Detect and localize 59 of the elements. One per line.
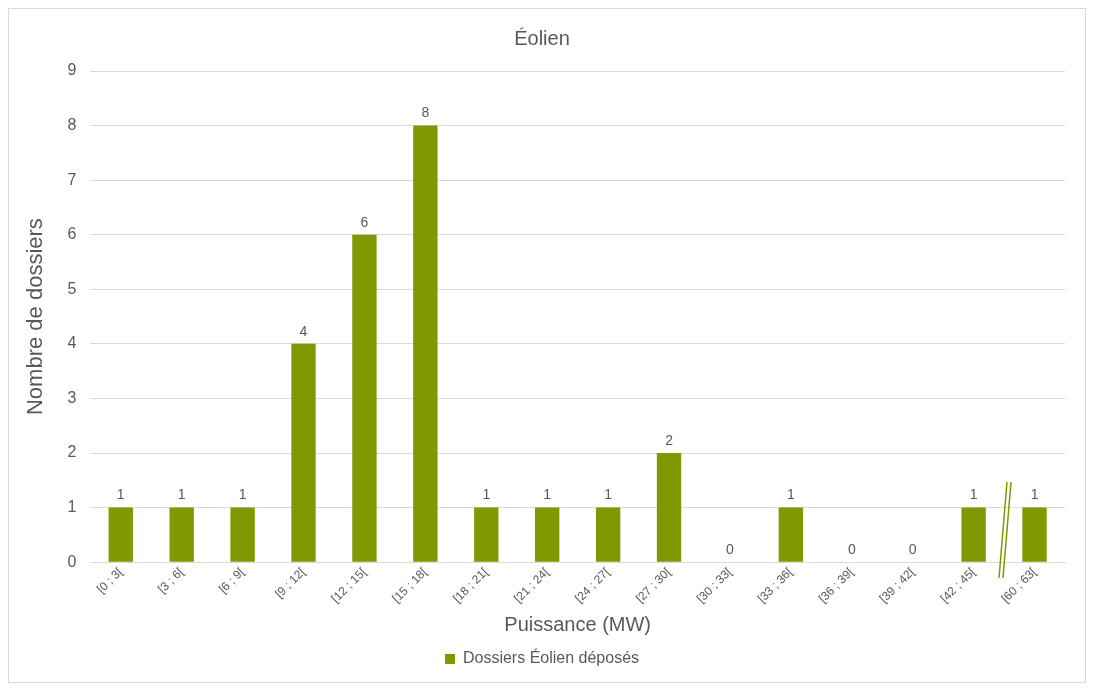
x-tick-label: [24 ; 27[ [572, 564, 614, 606]
x-tick-label: [42 ; 45[ [937, 564, 979, 606]
x-axis-title: Puissance (MW) [504, 612, 651, 635]
data-label: 1 [116, 486, 125, 503]
data-label: 4 [299, 322, 308, 339]
data-label: 0 [908, 541, 917, 558]
x-tick-label: [15 ; 18[ [389, 564, 431, 606]
bar [656, 453, 682, 562]
bar [1022, 507, 1047, 562]
x-tick-label: [39 ; 42[ [876, 564, 918, 606]
x-tick-label: [60 ; 63[ [998, 564, 1040, 606]
bar [413, 125, 438, 562]
bar [169, 507, 194, 562]
y-tick-label: 0 [67, 552, 77, 570]
x-tick-label: [33 ; 36[ [754, 564, 796, 606]
bar [778, 507, 804, 562]
legend-label: Dossiers Éolien déposés [462, 648, 640, 667]
bar [474, 507, 499, 562]
data-label: 6 [360, 213, 369, 230]
x-tick-label: [21 ; 24[ [511, 564, 553, 606]
x-tick-label: [18 ; 21[ [450, 564, 492, 606]
data-label: 1 [482, 486, 491, 503]
data-label: 1 [238, 486, 247, 503]
data-label: 0 [847, 541, 856, 558]
bar [961, 507, 986, 562]
x-tick-label: [3 ; 6[ [155, 564, 187, 596]
y-tick-label: 2 [67, 443, 77, 461]
bar [108, 507, 133, 562]
bar [230, 507, 255, 562]
x-tick-label: [27 ; 30[ [632, 564, 674, 606]
bar [291, 343, 316, 562]
data-label: 1 [969, 486, 978, 503]
x-tick-label: [12 ; 15[ [328, 564, 370, 606]
y-tick-label: 9 [67, 61, 77, 79]
x-tick-label: [30 ; 33[ [693, 564, 735, 606]
data-label: 1 [604, 486, 613, 503]
x-tick-label: [36 ; 39[ [815, 564, 857, 606]
bar [535, 507, 560, 562]
bar [595, 507, 621, 562]
chart-title: Éolien [514, 26, 570, 49]
data-label: 0 [726, 541, 735, 558]
data-label: 1 [786, 486, 795, 503]
y-axis-title: Nombre de dossiers [22, 218, 48, 416]
data-label: 8 [421, 104, 430, 121]
data-label: 2 [665, 431, 674, 448]
y-tick-label: 3 [67, 388, 77, 406]
y-tick-label: 6 [67, 225, 77, 243]
y-tick-label: 4 [67, 334, 77, 352]
y-tick-label: 8 [67, 115, 77, 133]
bar [352, 234, 377, 562]
data-label: 1 [177, 486, 186, 503]
data-label: 1 [1030, 486, 1039, 503]
y-tick-label: 5 [67, 279, 77, 297]
data-label: 1 [543, 486, 552, 503]
y-tick-label: 1 [67, 497, 77, 515]
y-tick-label: 7 [67, 170, 77, 188]
x-tick-label: [9 ; 12[ [272, 564, 309, 601]
x-tick-label: [6 ; 9[ [215, 564, 248, 596]
x-tick-label: [0 ; 3[ [94, 564, 126, 596]
